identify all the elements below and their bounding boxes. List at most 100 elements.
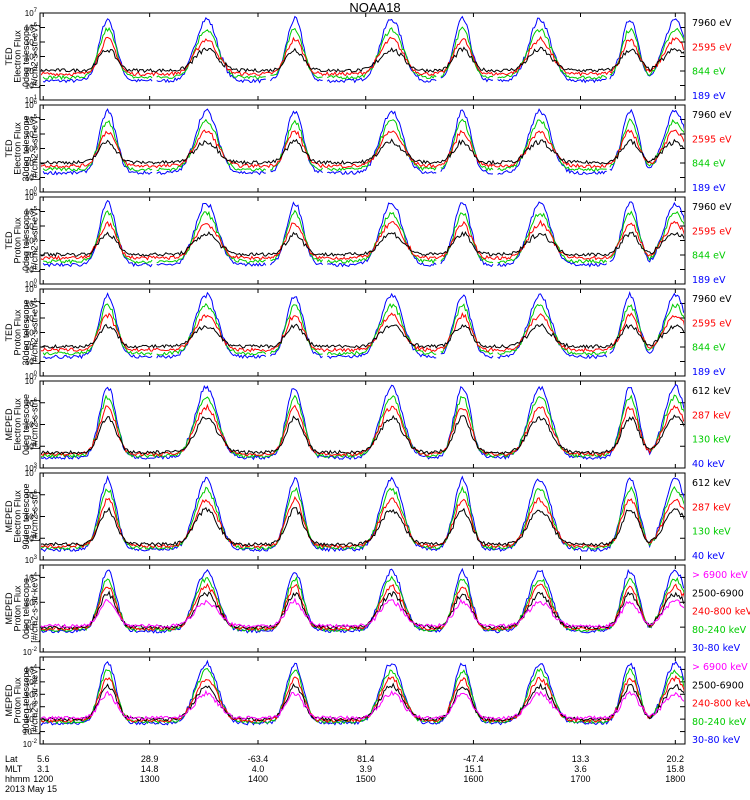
y-tick-label: 101 [25, 95, 38, 105]
trace-group [41, 659, 684, 726]
y-axis-label-line: 90deg telescope [21, 483, 31, 549]
footer-lat-value: -47.4 [463, 754, 484, 764]
y-tick-label: 105 [25, 512, 38, 522]
footer-lat-value: 20.2 [666, 754, 685, 764]
legend-entry: 189 eV [692, 91, 726, 102]
series-trace [41, 496, 684, 549]
legend-entry: 7960 eV [692, 202, 732, 213]
legend-entry: 7960 eV [692, 18, 732, 29]
series-trace [41, 414, 684, 456]
legend-entry: 30-80 keV [692, 643, 741, 654]
y-axis-label-line: MEPED [4, 684, 14, 717]
y-axis-label-line: 0deg telescope [21, 210, 31, 271]
y-tick-label: 102 [25, 597, 38, 607]
series-trace [41, 582, 684, 632]
trace-group [41, 567, 684, 634]
footer-lat-value: 81.4 [356, 754, 375, 764]
y-tick-label: 105 [25, 420, 38, 430]
y-tick-label: 100 [25, 371, 38, 381]
footer-hhmm-value: 1300 [139, 774, 160, 784]
y-axis-label-line: TED [4, 139, 14, 158]
panel-frame [39, 564, 686, 653]
y-tick-label: 102 [25, 81, 38, 91]
y-tick-label: 102 [25, 689, 38, 699]
y-tick-label: 103 [25, 555, 38, 565]
y-axis-label: MEPEDProton Flux0deg telescope[#/cm2-s-s… [4, 574, 40, 643]
legend-entry: 80-240 keV [692, 717, 747, 728]
y-axis-label-line: [#/cm2-s-str-eV] [30, 24, 40, 88]
legend-entry: 40 keV [692, 459, 725, 470]
y-tick-label: 103 [25, 677, 38, 687]
y-axis-label-line: 30deg telescope [21, 115, 31, 181]
y-axis-label-line: MEPED [4, 408, 14, 441]
y-tick-label: 104 [25, 441, 38, 451]
y-tick-label: 104 [25, 313, 38, 323]
footer-label-lat: Lat [5, 754, 18, 764]
y-axis-label-line: 0deg telescope [21, 394, 31, 455]
y-tick-label: 102 [25, 342, 38, 352]
y-tick-label: 10-2 [23, 739, 38, 749]
panel-frame [39, 196, 686, 285]
y-tick-label: 104 [25, 533, 38, 543]
y-axis-label-line: [#/cm2-s-str-eV] [30, 300, 40, 364]
legend-entry: 2595 eV [692, 226, 732, 237]
legend-entry: 2595 eV [692, 134, 732, 145]
legend-entry: 7960 eV [692, 294, 732, 305]
legend-entry: 844 eV [692, 159, 726, 170]
y-tick-label: 105 [25, 115, 38, 125]
y-tick-label: 101 [25, 702, 38, 712]
series-trace [41, 46, 684, 74]
series-trace [41, 567, 684, 634]
footer-date: 2013 May 15 [5, 784, 58, 794]
legend-entry: 240-800 keV [692, 607, 750, 618]
footer-mlt-value: 3.9 [359, 764, 372, 774]
legend-entry: 612 keV [692, 386, 731, 397]
footer-hhmm-value: 1500 [355, 774, 376, 784]
footer-hhmm-value: 1200 [33, 774, 54, 784]
footer-hhmm-value: 1700 [570, 774, 591, 784]
series-trace [42, 302, 684, 356]
series-trace [41, 590, 684, 630]
footer-lat-value: -63.4 [247, 754, 269, 764]
y-axis-label-line: Electron Flux [13, 122, 23, 175]
y-axis-label-line: Electron Flux [13, 30, 23, 83]
y-tick-label: 105 [25, 299, 38, 309]
y-tick-label: 104 [25, 52, 38, 62]
legend-entry: 130 keV [692, 527, 731, 538]
series-trace [41, 597, 684, 629]
legend-entry: 2595 eV [692, 42, 732, 53]
chart-title: NOAA18 [349, 0, 401, 15]
y-axis-label-line: [#/cm2-s-str-keV] [30, 574, 40, 643]
panel-frame [39, 656, 686, 745]
panel-frame [39, 104, 686, 193]
series-trace [41, 403, 684, 457]
y-tick-label: 104 [25, 664, 38, 674]
trace-group [41, 15, 684, 84]
y-tick-label: 106 [25, 398, 38, 408]
series-trace [43, 209, 684, 265]
footer-hhmm-value: 1800 [665, 774, 686, 784]
legend-entry: 7960 eV [692, 110, 732, 121]
series-trace [42, 118, 684, 172]
y-tick-label: 103 [25, 66, 38, 76]
footer-mlt-value: 15.1 [464, 764, 483, 774]
y-axis-label-line: Proton Flux [13, 217, 23, 264]
y-axis-label-line: Electron Flux [13, 398, 23, 451]
series-trace [41, 383, 684, 461]
y-axis-label: TEDProton Flux30deg telescope[#/cm2-s-st… [4, 299, 40, 365]
panel-4: 100 101 102 103 104 105 106 TEDProton Flux30deg… [4, 284, 732, 381]
series-trace [41, 575, 684, 633]
y-axis-label: TEDProton Flux0deg telescope[#/cm2-s-str… [4, 208, 40, 272]
legend-entry: 844 eV [692, 343, 726, 354]
y-tick-label: 106 [25, 100, 38, 110]
panel-3: 100 101 102 103 104 105 106 TEDProton Flux0deg … [4, 192, 732, 289]
footer-lat-value: 28.9 [140, 754, 159, 764]
y-axis-label-line: Electron Flux [13, 490, 23, 543]
y-tick-label: 105 [25, 207, 38, 217]
y-tick-label: 100 [25, 622, 38, 632]
panel-2: 100 101 102 103 104 105 106 TEDElectron Flux30d… [4, 100, 732, 197]
footer-lat-value: 13.3 [571, 754, 590, 764]
y-tick-label: 100 [25, 279, 38, 289]
y-tick-label: 103 [25, 328, 38, 338]
